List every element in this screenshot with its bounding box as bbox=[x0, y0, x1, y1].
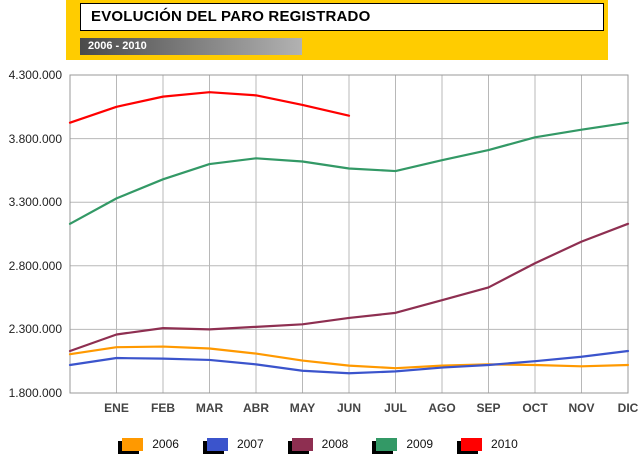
plot-border bbox=[69, 74, 629, 394]
legend-swatch-2010 bbox=[461, 437, 483, 451]
series-line-2009 bbox=[68, 121, 630, 225]
series-line-2007 bbox=[68, 349, 630, 375]
series-line-2006 bbox=[68, 345, 630, 370]
x-axis-label-nov: NOV bbox=[568, 401, 595, 415]
legend-label-2008: 2008 bbox=[321, 437, 349, 451]
legend-label-2007: 2007 bbox=[236, 437, 264, 451]
x-axis-label-jun: JUN bbox=[336, 401, 361, 415]
series-line-2010 bbox=[68, 91, 351, 124]
legend-item-2008: 2008 bbox=[291, 437, 349, 451]
x-axis-label-abr: ABR bbox=[243, 401, 269, 415]
legend-item-2006: 2006 bbox=[122, 437, 179, 451]
legend-swatch-2008 bbox=[291, 437, 313, 451]
legend-swatch-2007 bbox=[206, 437, 228, 451]
x-axis-label-mar: MAR bbox=[195, 401, 224, 415]
legend-label-2006: 2006 bbox=[152, 437, 179, 451]
x-axis-label-may: MAY bbox=[289, 401, 316, 415]
y-tick-label: 4.300.000 bbox=[8, 68, 62, 82]
y-tick-label: 2.300.000 bbox=[8, 322, 62, 337]
x-axis-label-feb: FEB bbox=[151, 401, 175, 415]
legend-label-2010: 2010 bbox=[491, 437, 518, 451]
chart-legend: 2006 2007 2008 2009 2010 bbox=[0, 437, 640, 451]
y-tick-label: 3.300.000 bbox=[8, 195, 62, 210]
x-axis-label-dic: DIC bbox=[617, 401, 639, 415]
series-line-2008 bbox=[68, 222, 630, 353]
x-axis-label-ago: AGO bbox=[428, 401, 456, 415]
chart-title: EVOLUCIÓN DEL PARO REGISTRADO bbox=[80, 3, 604, 31]
legend-label-2009: 2009 bbox=[406, 437, 434, 451]
x-axis-label-jul: JUL bbox=[384, 401, 407, 415]
chart-subtitle: 2006 - 2010 bbox=[80, 38, 302, 55]
legend-item-2009: 2009 bbox=[376, 437, 433, 451]
x-axis-label-ene: ENE bbox=[104, 401, 129, 415]
legend-item-2010: 2010 bbox=[461, 437, 518, 451]
legend-swatch-2006 bbox=[122, 437, 144, 451]
y-tick-label: 1.800.000 bbox=[8, 386, 62, 400]
y-tick-label: 2.800.000 bbox=[8, 258, 62, 273]
y-tick-label: 3.800.000 bbox=[8, 131, 62, 146]
x-axis-label-oct: OCT bbox=[522, 401, 548, 415]
x-axis-label-sep: SEP bbox=[476, 401, 501, 415]
legend-swatch-2009 bbox=[376, 437, 398, 451]
legend-item-2007: 2007 bbox=[206, 437, 264, 451]
